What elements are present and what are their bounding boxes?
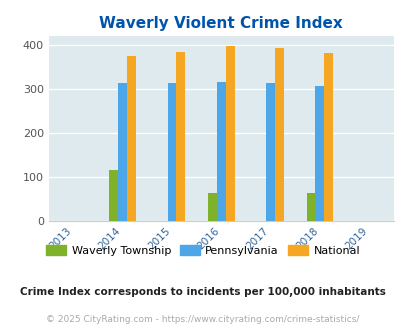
Legend: Waverly Township, Pennsylvania, National: Waverly Township, Pennsylvania, National: [41, 241, 364, 260]
Bar: [324, 53, 333, 221]
Bar: [225, 46, 234, 221]
Bar: [207, 193, 216, 221]
Bar: [315, 86, 324, 221]
Bar: [274, 48, 283, 221]
Bar: [109, 170, 118, 221]
Bar: [176, 52, 185, 221]
Bar: [167, 83, 176, 221]
Bar: [265, 82, 274, 221]
Bar: [127, 56, 136, 221]
Bar: [118, 83, 127, 221]
Text: Crime Index corresponds to incidents per 100,000 inhabitants: Crime Index corresponds to incidents per…: [20, 287, 385, 297]
Title: Waverly Violent Crime Index: Waverly Violent Crime Index: [99, 16, 342, 31]
Bar: [216, 82, 225, 221]
Text: © 2025 CityRating.com - https://www.cityrating.com/crime-statistics/: © 2025 CityRating.com - https://www.city…: [46, 315, 359, 324]
Bar: [306, 193, 315, 221]
